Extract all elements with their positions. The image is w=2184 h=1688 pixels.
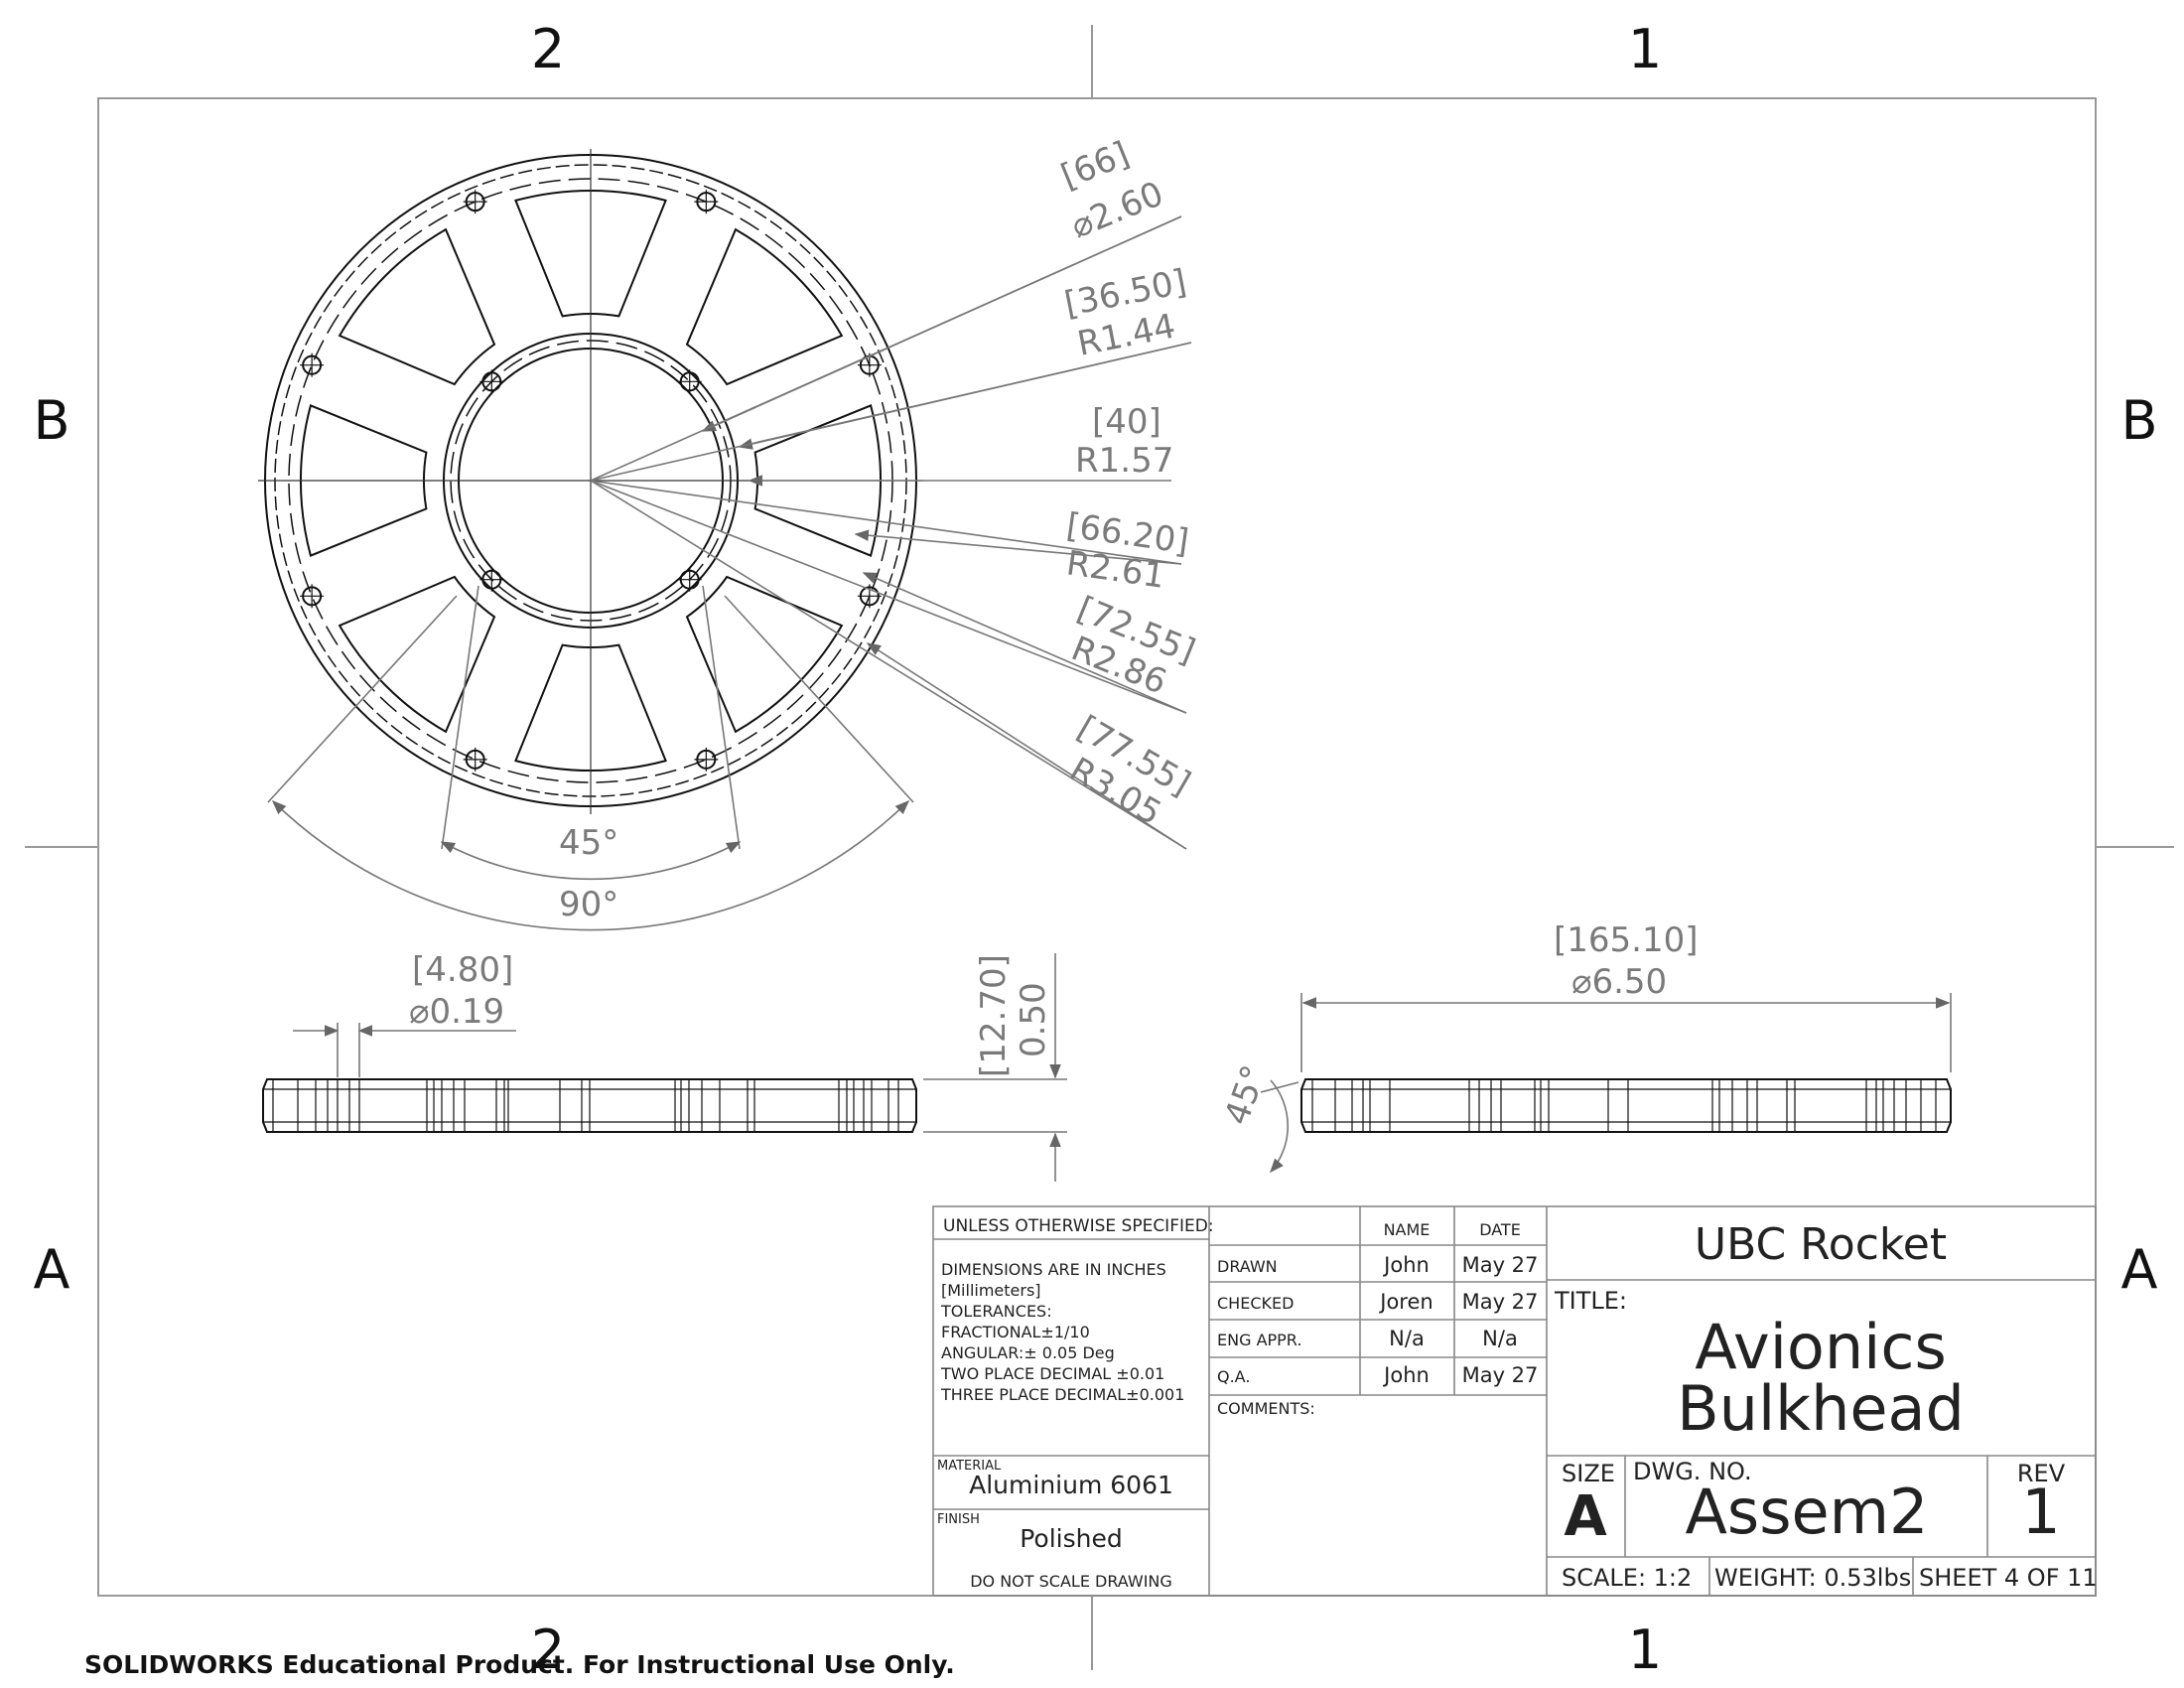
thickness-in: 0.50 [1014,982,1053,1057]
pocket-cutout [514,190,667,318]
approval-label: Q.A. [1217,1367,1250,1386]
hole-dia-mm: [4.80] [412,950,513,990]
bolt-hole [479,369,504,394]
pocket-cutout [300,404,428,557]
bolt-hole [677,567,702,592]
dwg-label: DWG. NO. [1633,1458,1752,1485]
zone-top-2: 2 [531,18,565,80]
pocket-cutout [685,575,844,734]
title-block [932,1205,2097,1597]
unless-specified: UNLESS OTHERWISE SPECIFIED: [943,1216,1214,1236]
zone-left-b: B [33,389,69,452]
company-name: UBC Rocket [1695,1219,1947,1270]
do-not-scale: DO NOT SCALE DRAWING [970,1572,1172,1591]
right-view-dims [1260,993,1952,1174]
dim-40-in: R1.57 [1075,441,1173,481]
finish-label: FINISH [937,1512,980,1527]
bolt-hole [694,190,719,214]
approval-date: May 27 [1462,1290,1539,1314]
rev-label: REV [2017,1460,2066,1487]
left-view-dims [293,953,1067,1182]
rev-value: 1 [2021,1476,2060,1548]
bolt-hole [300,584,325,609]
zone-labels: 2 1 2 1 B A B A [33,18,2157,1681]
zone-bottom-1: 1 [1628,1618,1662,1681]
zone-bottom-2: 2 [531,1618,565,1681]
top-view-dimensions: [66] ⌀2.60 [36.50] R1.44 [40] R1.57 [66.… [559,134,1200,924]
pocket-cutout [338,575,496,734]
approval-date: N/a [1482,1327,1518,1350]
approval-date: May 27 [1462,1253,1539,1277]
side-view-left [262,1078,917,1133]
dwg-number: Assem2 [1685,1476,1928,1548]
bolt-hole [463,747,487,772]
bolt-hole [694,747,719,772]
approval-date: May 27 [1462,1363,1539,1387]
zone-left-a: A [34,1238,70,1301]
bolt-hole [857,584,882,609]
approval-name: John [1382,1363,1430,1387]
side-view-right [1300,1078,1952,1133]
title-block-text: UNLESS OTHERWISE SPECIFIED: DIMENSIONS A… [937,1216,2098,1592]
title-line-2: Bulkhead [1677,1372,1965,1445]
tolerance-line: [Millimeters] [941,1281,1041,1300]
approval-name: John [1382,1253,1430,1277]
approval-label: DRAWN [1217,1257,1278,1276]
comments-label: COMMENTS: [1217,1399,1315,1418]
material-value: Aluminium 6061 [969,1471,1173,1499]
size-value: A [1564,1484,1607,1549]
pocket-cutout [685,227,844,386]
leader-lines [267,215,1192,931]
top-view [258,149,923,814]
tolerance-line: THREE PLACE DECIMAL±0.001 [940,1385,1184,1404]
approval-name: N/a [1389,1327,1425,1350]
title-label: TITLE: [1554,1287,1627,1315]
tolerance-line: TWO PLACE DECIMAL ±0.01 [940,1364,1164,1383]
zone-right-a: A [2121,1238,2158,1301]
dim-40-mm: [40] [1092,402,1161,442]
material-label: MATERIAL [937,1459,1002,1474]
finish-value: Polished [1020,1524,1123,1553]
size-label: SIZE [1562,1460,1615,1487]
solidworks-footer-note: SOLIDWORKS Educational Product. For Inst… [84,1650,955,1679]
approval-name: Joren [1378,1290,1433,1314]
dia-mm: [165.10] [1554,920,1699,960]
pocket-cutouts [300,190,882,772]
tolerance-line: TOLERANCES: [940,1302,1052,1321]
approval-label: CHECKED [1217,1294,1294,1313]
bolt-hole [463,190,487,214]
zone-right-b: B [2120,389,2157,452]
pocket-cutout [514,643,667,772]
sheet-number: SHEET 4 OF 11 [1919,1564,2098,1592]
pocket-cutout [753,404,882,557]
bolt-hole [479,567,504,592]
dia-in: ⌀6.50 [1571,962,1667,1002]
right-view-dim-text: [165.10] ⌀6.50 45° [1217,920,1699,1130]
thickness-mm: [12.70] [974,954,1014,1077]
zone-top-1: 1 [1628,18,1662,80]
tolerance-line: ANGULAR:± 0.05 Deg [941,1343,1115,1362]
tolerance-line: DIMENSIONS ARE IN INCHES [941,1260,1166,1279]
scale: SCALE: 1:2 [1562,1564,1692,1592]
left-view-dim-text: [4.80] ⌀0.19 [12.70] 0.50 [409,950,1053,1077]
col-name: NAME [1384,1220,1431,1239]
angle-45: 45° [559,823,618,863]
tolerance-line: FRACTIONAL±1/10 [941,1323,1090,1341]
chamfer-angle: 45° [1217,1060,1275,1130]
weight: WEIGHT: 0.53lbs [1714,1564,1911,1592]
bolt-hole [677,369,702,394]
angle-90: 90° [559,885,618,924]
bolt-hole [300,352,325,377]
pocket-cutout [338,227,496,386]
hole-dia-in: ⌀0.19 [409,992,504,1032]
approval-label: ENG APPR. [1217,1331,1301,1349]
title-line-1: Avionics [1695,1311,1947,1383]
col-date: DATE [1479,1220,1521,1239]
